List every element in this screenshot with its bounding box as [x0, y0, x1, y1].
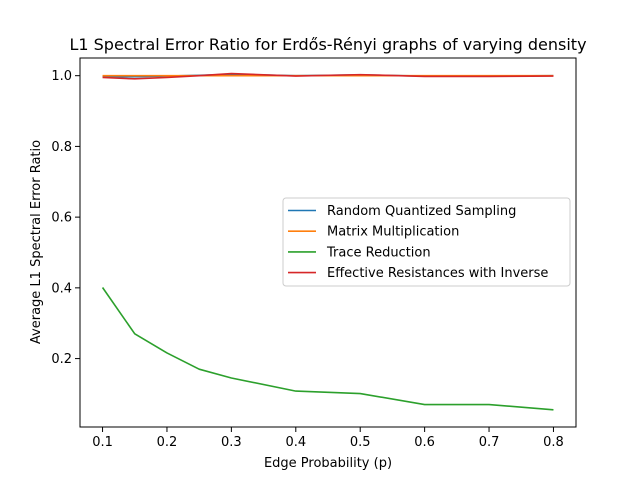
legend-label: Trace Reduction [326, 245, 431, 260]
y-tick-label: 1.0 [51, 69, 72, 84]
y-tick-label: 0.6 [51, 211, 72, 226]
plot-frame [79, 57, 577, 428]
x-tick-label: 0.7 [479, 435, 500, 450]
series-layer [101, 72, 554, 411]
x-tick-label: 0.8 [543, 435, 564, 450]
legend-label: Matrix Multiplication [327, 225, 459, 240]
series-line-effective-resistances-with-inverse [102, 72, 554, 80]
legend: Random Quantized Sampling Matrix Multipli… [282, 197, 571, 287]
legend-box [282, 197, 571, 287]
y-tick-label: 0.4 [51, 281, 72, 296]
chart-title: L1 Spectral Error Ratio for Erdős-Rényi … [69, 35, 586, 54]
legend-label: Effective Resistances with Inverse [327, 266, 548, 281]
y-axis-ticks: 0.2 0.4 0.6 0.8 1.0 [51, 69, 80, 367]
x-tick-label: 0.6 [414, 435, 435, 450]
legend-label: Random Quantized Sampling [327, 204, 516, 219]
y-axis-label: Average L1 Spectral Error Ratio [29, 140, 44, 344]
x-tick-label: 0.2 [157, 435, 178, 450]
series-line-trace-reduction [101, 287, 554, 411]
x-tick-label: 0.1 [92, 435, 113, 450]
x-axis-ticks: 0.1 0.2 0.3 0.4 0.5 0.6 0.7 0.8 [92, 427, 564, 450]
plot-area: 0.1 0.2 0.3 0.4 0.5 0.6 0.7 0.8 0.2 0.4 0.6 0.8 1.0 [51, 57, 577, 450]
x-tick-label: 0.4 [285, 435, 306, 450]
x-tick-label: 0.3 [221, 435, 242, 450]
y-tick-label: 0.8 [51, 140, 72, 155]
x-axis-label: Edge Probability (p) [264, 456, 392, 471]
y-tick-label: 0.2 [51, 352, 72, 367]
x-tick-label: 0.5 [350, 435, 371, 450]
